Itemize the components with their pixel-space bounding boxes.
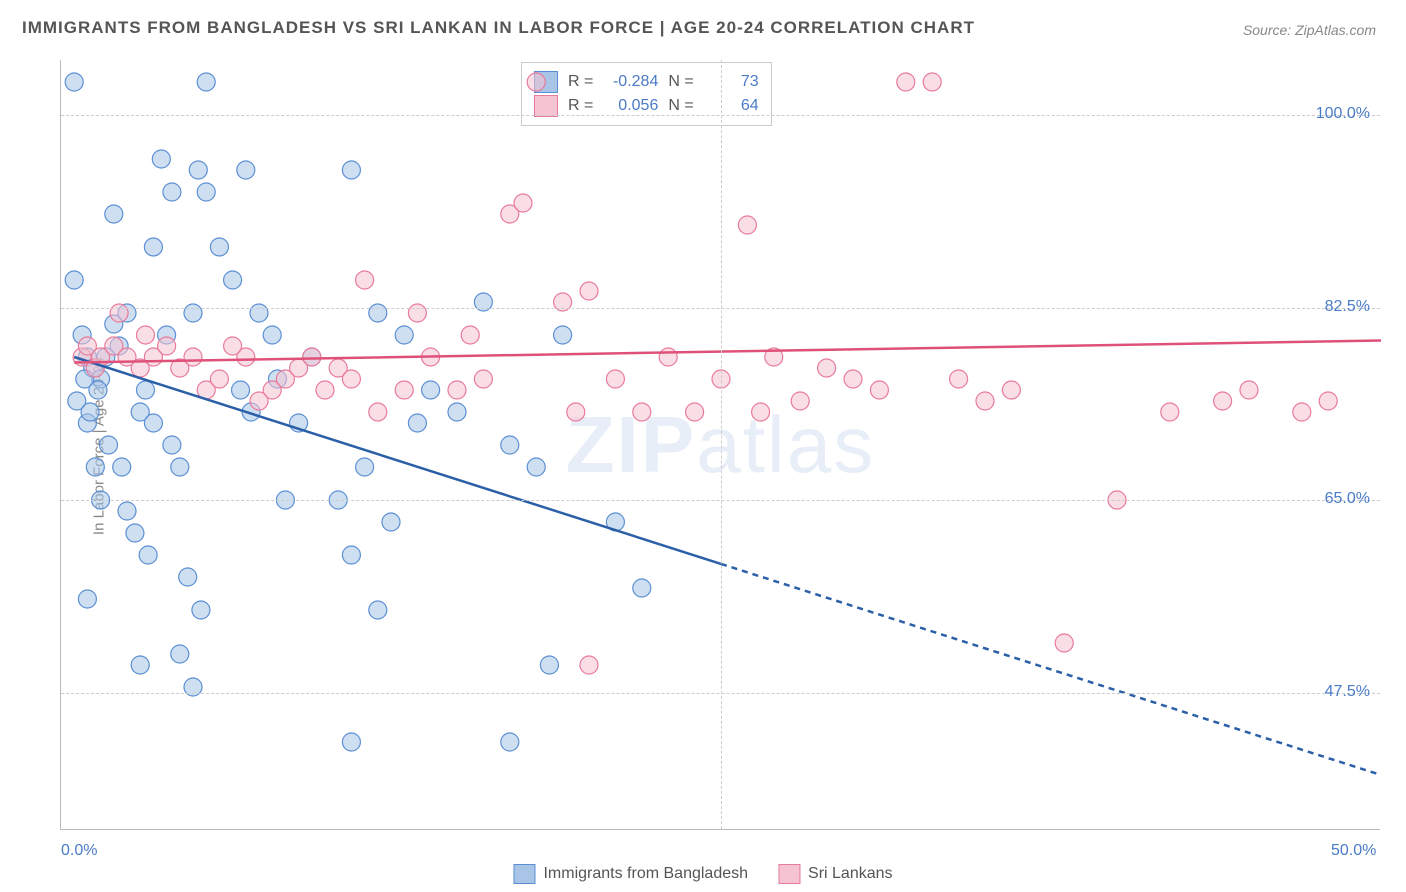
chart-title: IMMIGRANTS FROM BANGLADESH VS SRI LANKAN… bbox=[22, 18, 975, 38]
legend-item-srilanka: Sri Lankans bbox=[778, 864, 893, 884]
x-tick-label: 0.0% bbox=[61, 842, 97, 860]
correlation-chart: IMMIGRANTS FROM BANGLADESH VS SRI LANKAN… bbox=[0, 0, 1406, 892]
legend-swatch-srilanka bbox=[778, 864, 800, 884]
y-tick-label: 100.0% bbox=[1316, 105, 1370, 123]
y-tick-label: 47.5% bbox=[1325, 683, 1370, 701]
legend-item-bangladesh: Immigrants from Bangladesh bbox=[513, 864, 748, 884]
bottom-legend: Immigrants from Bangladesh Sri Lankans bbox=[513, 864, 892, 884]
y-tick-label: 65.0% bbox=[1325, 490, 1370, 508]
y-tick-label: 82.5% bbox=[1325, 298, 1370, 316]
legend-swatch-bangladesh bbox=[513, 864, 535, 884]
source-attribution: Source: ZipAtlas.com bbox=[1243, 22, 1376, 38]
x-tick-label: 50.0% bbox=[1331, 842, 1376, 860]
plot-area: ZIPatlas R = -0.284 N = 73 R = 0.056 N =… bbox=[60, 60, 1380, 830]
